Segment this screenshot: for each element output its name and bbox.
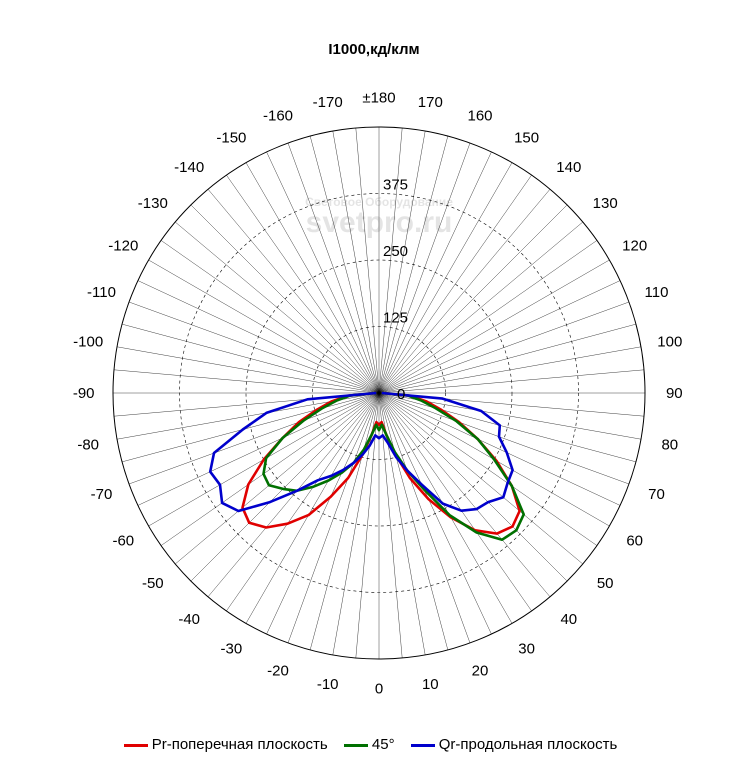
ring-375 — [179, 193, 579, 593]
angle-label: -60 — [112, 533, 134, 550]
angle-label: -90 — [73, 385, 95, 402]
spoke-190 — [332, 130, 380, 394]
spoke-145 — [378, 174, 532, 394]
spoke-65 — [378, 392, 621, 506]
angle-label: -100 — [73, 334, 103, 351]
series-line-1 — [262, 391, 526, 542]
angle-label: -50 — [142, 575, 164, 592]
angle-label: 110 — [645, 284, 669, 301]
angle-label: -40 — [178, 611, 200, 628]
angle-labels: 0 10 20 30 40 50 60 70 80 90 100 110 120 130 140 150 160… — [73, 90, 683, 698]
legend-swatch-pr — [123, 743, 148, 747]
series-group — [208, 391, 526, 542]
ring-250 — [245, 259, 513, 527]
spoke-220 — [207, 189, 380, 394]
angle-label: 70 — [648, 486, 665, 503]
angle-label: 0 — [375, 680, 383, 697]
angle-label: 10 — [422, 676, 439, 693]
spoke-215 — [226, 174, 380, 394]
spoke-265 — [113, 369, 380, 394]
polar-grid — [112, 126, 646, 660]
angle-label: -20 — [267, 663, 289, 680]
angle-label: 50 — [597, 575, 614, 592]
angle-label: 150 — [514, 129, 539, 146]
spoke-115 — [378, 280, 621, 394]
radial-tick-label: 0 — [397, 386, 405, 403]
legend-item-pr: Pr-поперечная плоскость — [123, 736, 328, 753]
radial-tick-label: 250 — [383, 243, 408, 260]
legend-item-qr: Qr-продольная плоскость — [410, 736, 618, 753]
ring-125 — [312, 326, 446, 460]
angle-label: -10 — [317, 676, 339, 693]
angle-label: 90 — [666, 385, 683, 402]
spoke-15 — [378, 392, 449, 651]
legend: Pr-поперечная плоскость 45° Qr-продольна… — [0, 736, 741, 753]
angle-label: -110 — [87, 284, 116, 301]
legend-label-qr: Qr-продольная плоскость — [438, 736, 618, 753]
angle-label: -130 — [138, 195, 168, 212]
angle-label: 20 — [472, 663, 489, 680]
legend-label-pr: Pr-поперечная плоскость — [151, 736, 328, 753]
angle-label: 80 — [661, 436, 678, 453]
angle-label: 40 — [560, 611, 577, 628]
legend-swatch-45 — [343, 743, 368, 747]
legend-label-45: 45° — [371, 736, 395, 753]
spoke-135 — [378, 204, 568, 394]
radial-tick-label: 125 — [383, 310, 408, 327]
angle-label: -70 — [91, 486, 113, 503]
spoke-140 — [378, 189, 551, 394]
radial-tick-label: 375 — [383, 177, 408, 194]
angle-label: 160 — [467, 108, 492, 125]
spoke-125 — [378, 240, 598, 394]
legend-swatch-qr — [410, 743, 435, 747]
angle-label: 60 — [626, 533, 643, 550]
angle-label: 30 — [518, 641, 535, 658]
radial-labels: 0 125 250 375 — [383, 177, 408, 404]
series-line-2 — [208, 391, 514, 513]
spoke-75 — [378, 392, 637, 463]
angle-label: -170 — [313, 94, 343, 111]
angle-label: -140 — [174, 159, 204, 176]
spoke-130 — [378, 221, 583, 394]
spoke-70 — [378, 392, 630, 485]
spoke-290 — [128, 392, 380, 485]
polar-chart: I1000,кд/клм Световое Оборудование svetp… — [73, 41, 683, 698]
angle-label: -160 — [263, 108, 293, 125]
spoke-120 — [378, 259, 610, 394]
spoke-55 — [378, 392, 598, 546]
spoke-340 — [287, 392, 380, 644]
spoke-285 — [121, 392, 380, 463]
angle-label: 100 — [657, 334, 682, 351]
outer-ring — [112, 126, 646, 660]
legend-item-45: 45° — [343, 736, 395, 753]
angle-label: 170 — [418, 94, 443, 111]
angle-label: 130 — [593, 195, 618, 212]
angle-label: ±180 — [362, 90, 395, 107]
chart-title: I1000,кд/клм — [328, 41, 419, 58]
angle-label: 120 — [622, 237, 647, 254]
angle-label: -30 — [221, 641, 243, 658]
angle-label: -80 — [77, 436, 99, 453]
spoke-200 — [287, 142, 380, 394]
angle-label: -120 — [108, 237, 138, 254]
spoke-5 — [378, 392, 403, 659]
spoke-210 — [245, 162, 380, 394]
spoke-345 — [309, 392, 380, 651]
spoke-295 — [137, 392, 380, 506]
spoke-205 — [266, 151, 380, 394]
angle-label: 140 — [556, 159, 581, 176]
spoke-195 — [309, 135, 380, 394]
angle-label: -150 — [216, 129, 246, 146]
spoke-355 — [355, 392, 380, 659]
